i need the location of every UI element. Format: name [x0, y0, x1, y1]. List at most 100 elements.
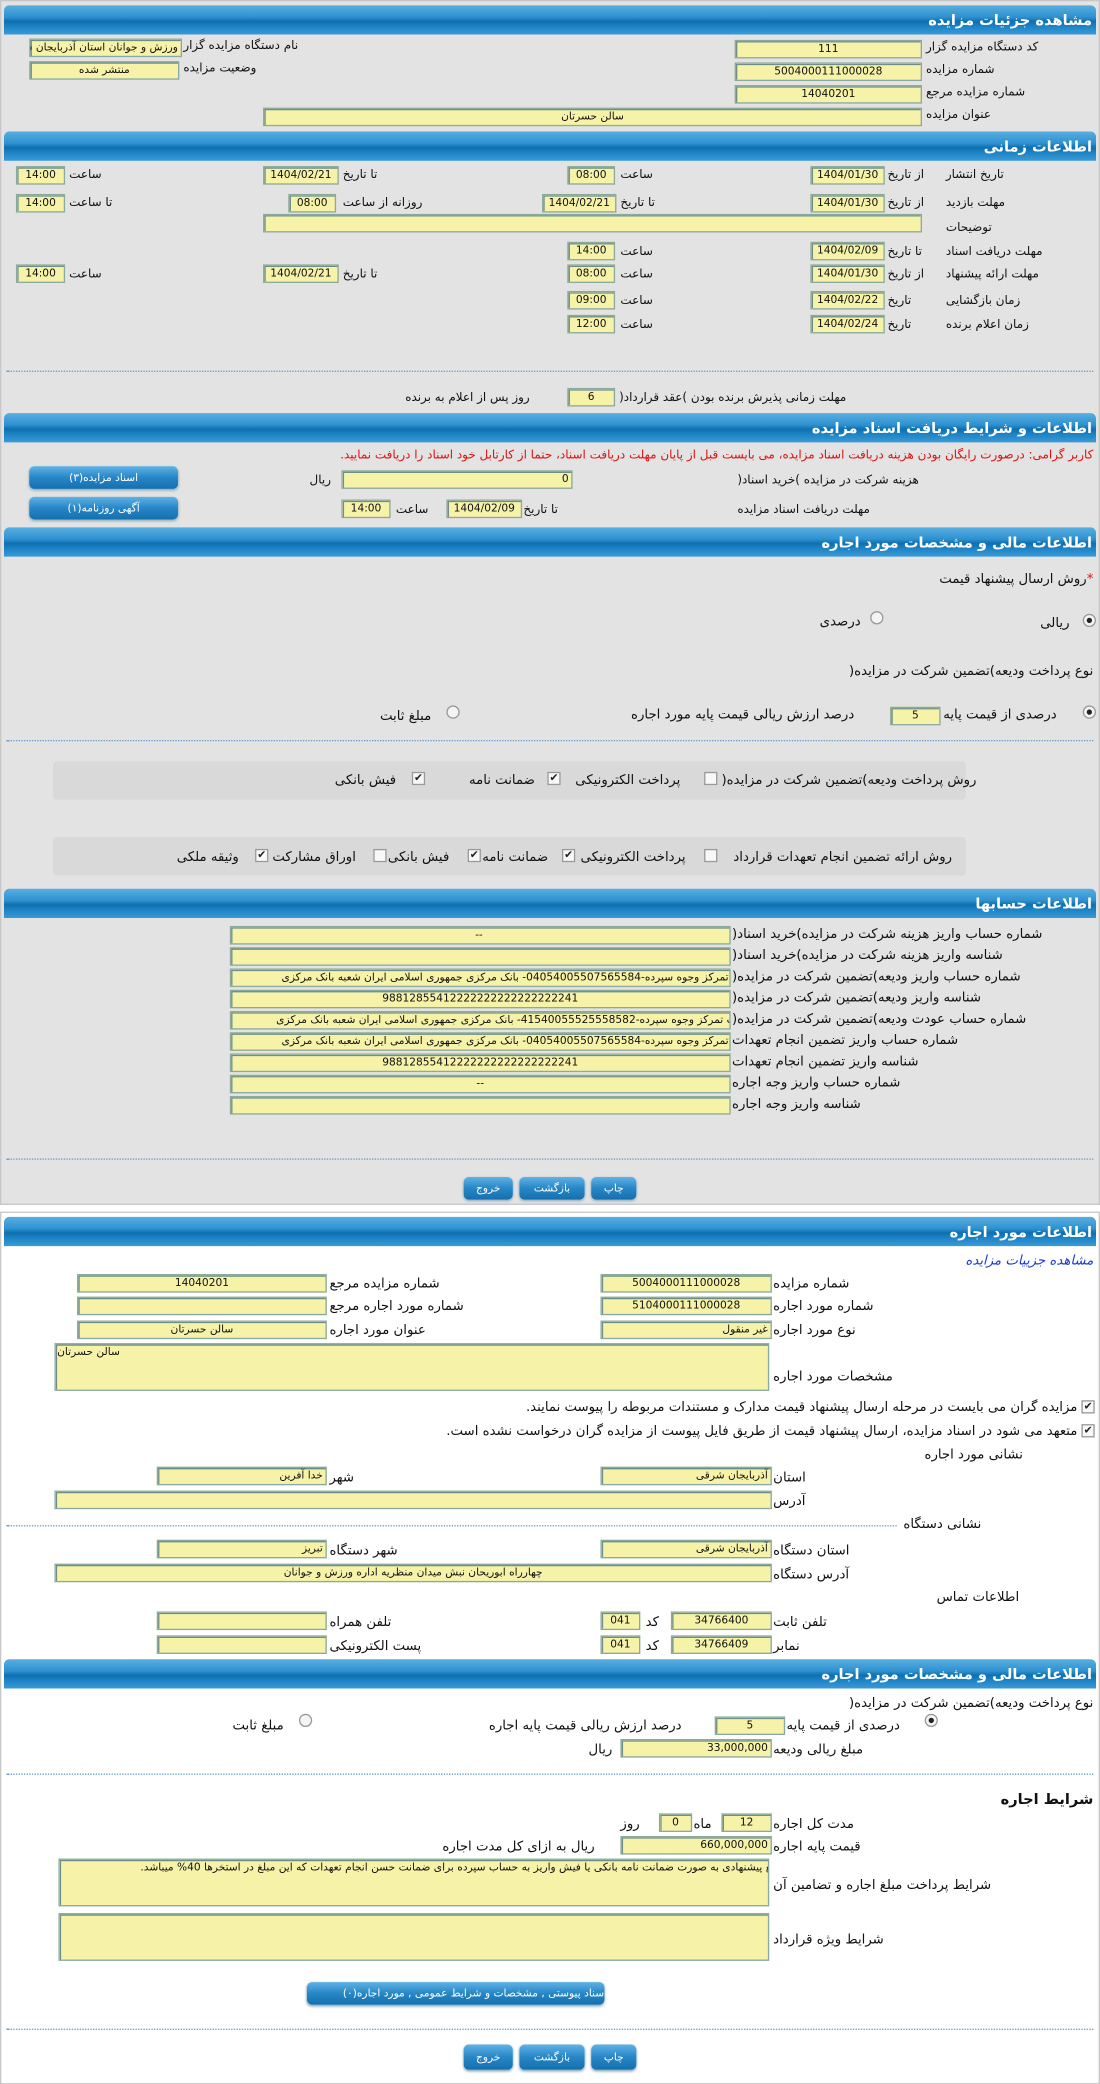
fixed-amount-label: مبلغ ثابت — [379, 709, 432, 725]
months-field[interactable]: 12 — [721, 1813, 772, 1833]
print-button[interactable]: چاپ — [591, 1177, 637, 1200]
publish-to-time-field[interactable]: 14:00 — [15, 166, 66, 185]
back-button[interactable]: بازگشت — [519, 2044, 585, 2070]
description-field[interactable] — [263, 213, 922, 233]
reference-number-field[interactable]: 14040201 — [734, 85, 922, 104]
price-method-text: روش ارسال پیشنهاد قیمت — [939, 572, 1087, 588]
base-price-field[interactable]: 660,000,000 — [620, 1835, 772, 1855]
checkbox-no-file-offer[interactable]: ✔ — [1081, 1424, 1095, 1438]
offer-to-time-field[interactable]: 14:00 — [15, 264, 66, 283]
lease-item-title-field[interactable]: سالن حسرتان — [77, 1320, 327, 1340]
lease-auction-number-field[interactable]: 5004000111000028 — [600, 1274, 772, 1293]
back-button[interactable]: بازگشت — [519, 1177, 585, 1200]
checkbox-guarantee-letter[interactable]: ✔ — [547, 771, 561, 786]
auction-number-field[interactable]: 5004000111000028 — [734, 62, 922, 82]
org-code-field[interactable]: 111 — [734, 39, 922, 59]
fixed-amount-radio[interactable] — [446, 705, 460, 719]
lease-deposit-percent-radio[interactable] — [924, 1713, 938, 1728]
deposit-amount-field[interactable]: 33,000,000 — [620, 1739, 772, 1758]
publish-from-field[interactable]: 1404/01/30 — [810, 166, 885, 185]
lease-type-field[interactable]: غیر منقول — [600, 1320, 772, 1340]
checkbox-electronic-payment[interactable] — [704, 848, 718, 863]
percent-radio[interactable] — [870, 611, 884, 625]
deposit-percent-radio[interactable] — [1082, 705, 1097, 719]
account-field[interactable]: -- — [229, 1074, 731, 1094]
exit-button[interactable]: خروج — [463, 2044, 513, 2070]
mobile-field[interactable] — [156, 1611, 327, 1631]
documents-deadline-time-field[interactable]: 14:00 — [341, 499, 391, 519]
lease-percent-suffix: درصد ارزش ریالی قیمت پایه اجاره — [488, 1719, 682, 1734]
account-field[interactable]: حساب تمرکز وجوه سپرده-04054005507565584-… — [229, 1032, 731, 1051]
checkbox-electronic-payment[interactable] — [704, 771, 718, 786]
address-field[interactable] — [54, 1490, 772, 1510]
rial-radio[interactable] — [1082, 613, 1097, 628]
org-address-field[interactable]: چهارراه ابوریحان نبش میدان منظریه اداره … — [54, 1563, 772, 1583]
lease-deposit-percent-field[interactable]: 5 — [714, 1716, 786, 1736]
phone-code-field[interactable]: 041 — [600, 1611, 641, 1631]
documents-deadline-date-field[interactable]: 1404/02/09 — [446, 499, 523, 519]
publish-from-time-field[interactable]: 08:00 — [567, 166, 616, 185]
visit-daily-to-field[interactable]: 14:00 — [15, 193, 66, 213]
account-field[interactable] — [229, 1096, 731, 1115]
lease-fixed-amount-radio[interactable] — [298, 1713, 313, 1728]
checkbox-participation-bonds[interactable] — [373, 848, 387, 863]
opening-date-field[interactable]: 1404/02/22 — [810, 290, 885, 310]
participation-fee-field[interactable]: 0 — [341, 470, 573, 489]
org-name-field[interactable]: ورزش و جوانان استان آذربایجان شرقی — [29, 38, 183, 58]
winner-date-field[interactable]: 1404/02/24 — [810, 314, 885, 334]
phone-label: تلفن ثابت — [773, 1615, 827, 1631]
email-field[interactable] — [156, 1635, 327, 1654]
checkbox-attach-documents[interactable]: ✔ — [1081, 1400, 1095, 1414]
account-field[interactable]: حساب تمرکز وجوه سپرده-04054005507565584-… — [229, 968, 731, 988]
days-field[interactable]: 0 — [658, 1813, 693, 1833]
province-field[interactable]: آذربایجان شرقی — [600, 1466, 772, 1486]
opening-time-field[interactable]: 09:00 — [567, 290, 616, 310]
publish-to-field[interactable]: 1404/02/21 — [263, 166, 339, 185]
account-field[interactable]: -- — [229, 925, 731, 945]
phone-field[interactable]: 34766400 — [670, 1611, 772, 1631]
checkbox-bank-receipt[interactable]: ✔ — [467, 848, 481, 863]
visit-daily-from-field[interactable]: 08:00 — [288, 193, 337, 213]
payment-terms-textarea[interactable]: مبلغ پیشنهادی به صورت ضمانت نامه بانکی ی… — [58, 1858, 770, 1907]
checkbox-guarantee-letter[interactable]: ✔ — [561, 848, 576, 863]
offer-from-time-field[interactable]: 08:00 — [567, 264, 616, 283]
account-field[interactable]: حساب تمرکز وجوه سپرده-41540055525558582-… — [229, 1010, 731, 1030]
required-asterisk: * — [1086, 572, 1094, 588]
special-terms-textarea[interactable] — [58, 1913, 770, 1961]
fax-code-field[interactable]: 041 — [600, 1635, 641, 1654]
view-auction-details-link[interactable]: مشاهده جزییات مزایده — [965, 1254, 1094, 1269]
attachments-button[interactable]: اسناد پیوستی , مشخصات و شرایط عمومی , مو… — [306, 1982, 605, 2005]
deposit-percent-field[interactable]: 5 — [890, 706, 941, 726]
docs-to-field[interactable]: 1404/02/09 — [810, 241, 885, 261]
docs-to-time-field[interactable]: 14:00 — [567, 241, 616, 261]
status-field[interactable]: منتشر شده — [29, 61, 180, 80]
winner-time-field[interactable]: 12:00 — [567, 314, 616, 334]
city-field[interactable]: خدا آفرین — [156, 1466, 327, 1486]
lease-reference-field[interactable]: 14040201 — [77, 1274, 327, 1293]
auction-documents-button[interactable]: اسناد مزایده(۳) — [29, 466, 179, 489]
org-city-field[interactable]: تبریز — [156, 1539, 327, 1559]
fax-field[interactable]: 34766409 — [670, 1635, 772, 1654]
lease-item-number-field[interactable]: 5104000111000028 — [600, 1296, 772, 1316]
rial-label: ریال — [309, 474, 331, 488]
lease-spec-textarea[interactable]: سالن حسرتان — [54, 1343, 770, 1391]
description-label: توضیحات — [945, 221, 992, 236]
print-button[interactable]: چاپ — [591, 2044, 637, 2070]
account-field[interactable]: 98812855412222222222222222241 — [229, 989, 731, 1009]
visit-to-field[interactable]: 1404/02/21 — [542, 193, 617, 213]
offer-to-field[interactable]: 1404/02/21 — [263, 264, 339, 283]
newspaper-ad-button[interactable]: آگهی روزنامه(۱) — [29, 496, 179, 520]
lease-item-reference-field[interactable] — [77, 1296, 327, 1316]
acceptance-days-field[interactable]: 6 — [567, 387, 616, 407]
account-field[interactable]: 98812855412222222222222222241 — [229, 1053, 731, 1073]
offer-from-field[interactable]: 1404/01/30 — [810, 264, 885, 283]
org-province-field[interactable]: آذربایجان شرقی — [600, 1539, 772, 1559]
exit-button[interactable]: خروج — [463, 1177, 513, 1200]
deposit-amount-label: مبلغ ریالی ودیعه — [773, 1742, 864, 1758]
visit-from-field[interactable]: 1404/01/30 — [810, 193, 885, 213]
hour-label: ساعت — [620, 318, 653, 333]
auction-title-field[interactable]: سالن حسرتان — [263, 107, 922, 127]
checkbox-bank-receipt[interactable]: ✔ — [411, 771, 426, 786]
account-field[interactable] — [229, 947, 731, 966]
checkbox-property-collateral[interactable]: ✔ — [255, 848, 269, 863]
